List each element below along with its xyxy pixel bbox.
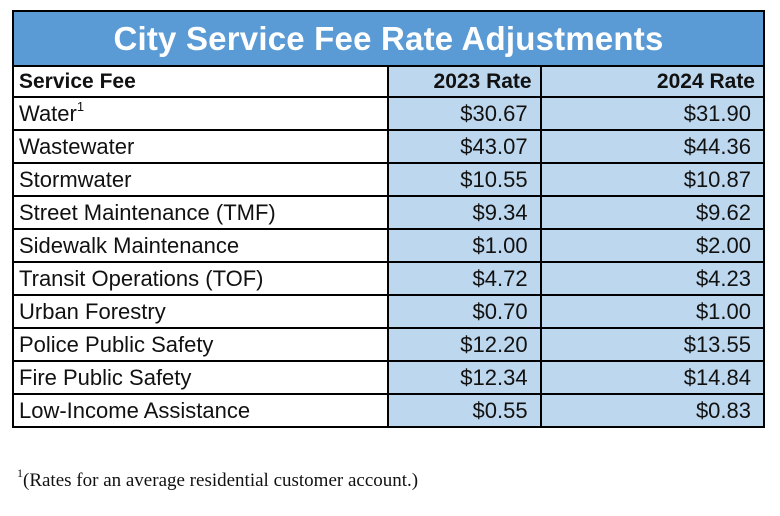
column-header-service: Service Fee: [12, 65, 389, 98]
rate-2024-cell: $31.90: [539, 96, 766, 131]
rate-2024-cell: $0.83: [539, 393, 766, 428]
table-row: Fire Public Safety $12.34 $14.84: [12, 360, 766, 395]
service-name: Water: [19, 100, 77, 126]
table-title: City Service Fee Rate Adjustments: [12, 10, 765, 67]
rate-2023-cell: $0.70: [386, 294, 542, 329]
rate-2023-cell: $12.20: [386, 327, 542, 362]
service-name-cell: Wastewater: [12, 129, 389, 164]
table-body: Water1 $30.67 $31.90 Wastewater $43.07 $44.36…: [12, 96, 766, 428]
table-row: Police Public Safety $12.20 $13.55: [12, 327, 766, 362]
service-name-cell: Street Maintenance (TMF): [12, 195, 389, 230]
footnote-reference: 1: [76, 98, 85, 114]
table-row: Stormwater $10.55 $10.87: [12, 162, 766, 197]
header-row: Service Fee 2023 Rate 2024 Rate: [12, 65, 766, 98]
column-header-2024: 2024 Rate: [539, 65, 766, 98]
rate-2024-cell: $14.84: [539, 360, 766, 395]
service-name: Transit Operations (TOF): [19, 265, 264, 291]
table-row: Water1 $30.67 $31.90: [12, 96, 766, 131]
footnote-text: (Rates for an average residential custom…: [23, 470, 419, 491]
service-name-cell: Transit Operations (TOF): [12, 261, 389, 296]
service-name-cell: Sidewalk Maintenance: [12, 228, 389, 263]
footnote-marker: 1: [17, 466, 23, 480]
rate-2024-cell: $9.62: [539, 195, 766, 230]
service-name: Police Public Safety: [19, 331, 214, 357]
service-name-cell: Fire Public Safety: [12, 360, 389, 395]
rate-2023-cell: $0.55: [386, 393, 542, 428]
table-row: Street Maintenance (TMF) $9.34 $9.62: [12, 195, 766, 230]
fee-rate-table: City Service Fee Rate Adjustments Servic…: [12, 10, 766, 428]
table-row: Transit Operations (TOF) $4.72 $4.23: [12, 261, 766, 296]
service-name-cell: Water1: [12, 96, 389, 131]
service-name-cell: Low-Income Assistance: [12, 393, 389, 428]
service-name: Fire Public Safety: [19, 364, 192, 390]
rate-2023-cell: $4.72: [386, 261, 542, 296]
rate-2023-cell: $1.00: [386, 228, 542, 263]
service-name-cell: Stormwater: [12, 162, 389, 197]
rate-2023-cell: $30.67: [386, 96, 542, 131]
rate-2024-cell: $1.00: [539, 294, 766, 329]
rate-2024-cell: $44.36: [539, 129, 766, 164]
rate-2024-cell: $4.23: [539, 261, 766, 296]
rate-2023-cell: $9.34: [386, 195, 542, 230]
service-name: Stormwater: [19, 166, 132, 192]
rate-2024-cell: $13.55: [539, 327, 766, 362]
title-row: City Service Fee Rate Adjustments: [12, 10, 765, 67]
service-name-cell: Urban Forestry: [12, 294, 389, 329]
footnote: 1(Rates for an average residential custo…: [17, 466, 419, 492]
table-row: Low-Income Assistance $0.55 $0.83: [12, 393, 766, 428]
table-row: Wastewater $43.07 $44.36: [12, 129, 766, 164]
column-header-2023: 2023 Rate: [386, 65, 542, 98]
service-name: Low-Income Assistance: [19, 397, 251, 423]
rate-2023-cell: $43.07: [386, 129, 542, 164]
rate-2024-cell: $10.87: [539, 162, 766, 197]
service-name: Wastewater: [19, 133, 135, 159]
rate-2024-cell: $2.00: [539, 228, 766, 263]
service-name: Urban Forestry: [19, 298, 166, 324]
service-name: Sidewalk Maintenance: [19, 232, 240, 258]
table-row: Urban Forestry $0.70 $1.00: [12, 294, 766, 329]
rate-2023-cell: $12.34: [386, 360, 542, 395]
table-row: Sidewalk Maintenance $1.00 $2.00: [12, 228, 766, 263]
service-name-cell: Police Public Safety: [12, 327, 389, 362]
rate-2023-cell: $10.55: [386, 162, 542, 197]
service-name: Street Maintenance (TMF): [19, 199, 276, 225]
